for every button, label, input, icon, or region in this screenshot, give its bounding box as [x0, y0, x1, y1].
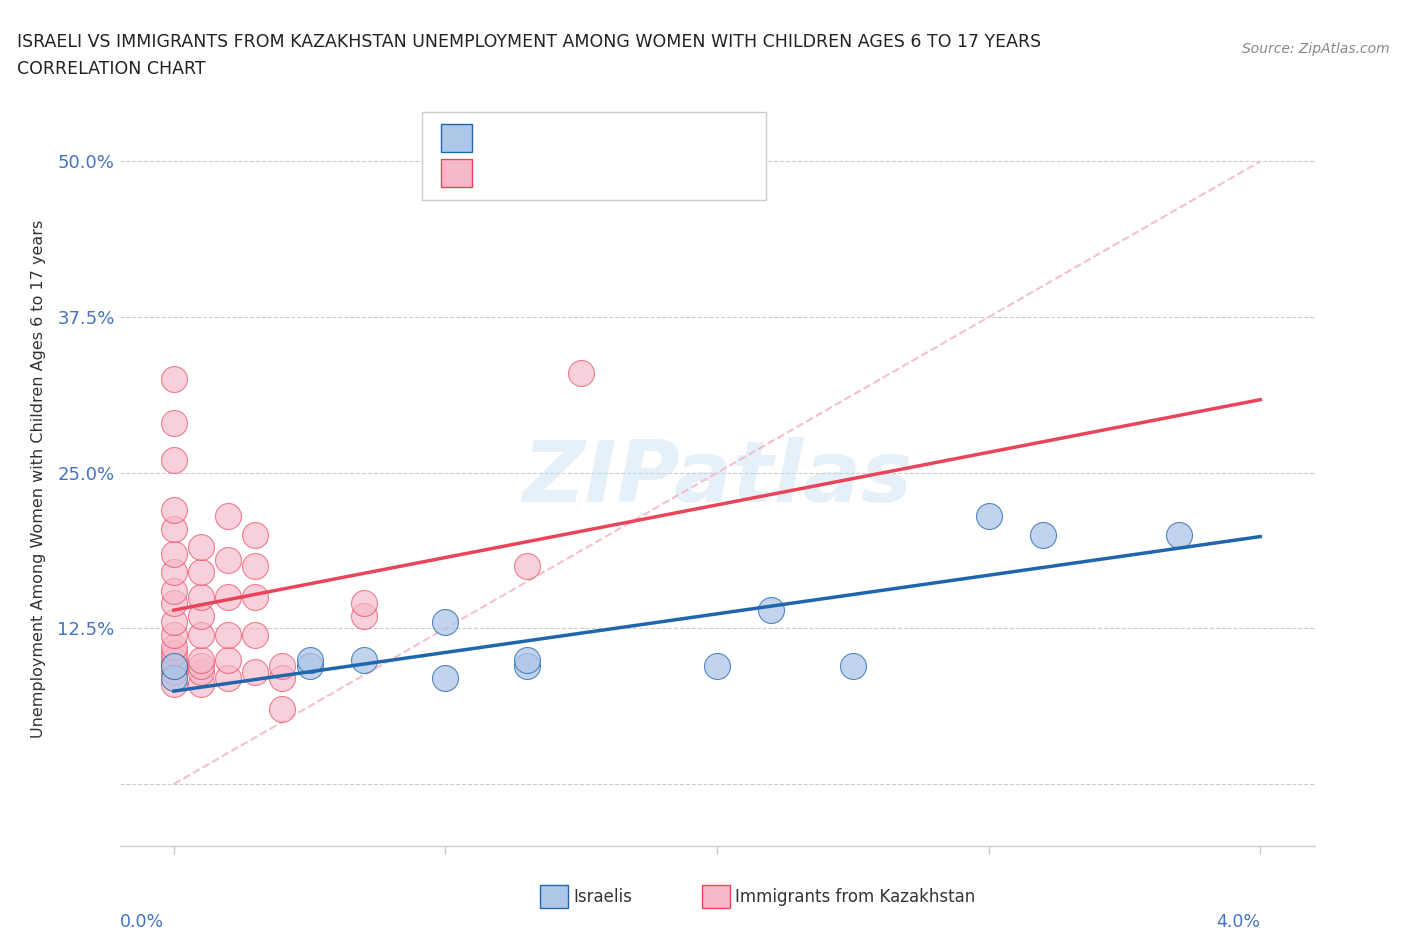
Point — [190, 627, 212, 642]
Point — [761, 603, 783, 618]
Text: ISRAELI VS IMMIGRANTS FROM KAZAKHSTAN UNEMPLOYMENT AMONG WOMEN WITH CHILDREN AGE: ISRAELI VS IMMIGRANTS FROM KAZAKHSTAN UN… — [17, 33, 1040, 50]
Point — [163, 565, 186, 579]
Point — [217, 652, 239, 667]
Point — [842, 658, 865, 673]
Text: CORRELATION CHART: CORRELATION CHART — [17, 60, 205, 78]
Text: 4.0%: 4.0% — [1216, 913, 1260, 930]
Point — [163, 615, 186, 630]
Point — [163, 502, 186, 517]
Text: N = 44: N = 44 — [637, 162, 704, 180]
Point — [353, 608, 375, 623]
Point — [163, 453, 186, 468]
Text: Immigrants from Kazakhstan: Immigrants from Kazakhstan — [735, 887, 976, 906]
Point — [434, 671, 457, 685]
Point — [217, 627, 239, 642]
Point — [190, 590, 212, 604]
Point — [190, 608, 212, 623]
Point — [163, 372, 186, 387]
Point — [163, 584, 186, 599]
Text: ZIPatlas: ZIPatlas — [522, 437, 912, 521]
Point — [271, 702, 294, 717]
Point — [245, 590, 267, 604]
Point — [163, 640, 186, 655]
Point — [217, 552, 239, 567]
Point — [245, 559, 267, 574]
Point — [569, 365, 592, 380]
Text: Source: ZipAtlas.com: Source: ZipAtlas.com — [1241, 42, 1389, 56]
Point — [190, 658, 212, 673]
Text: 0.0%: 0.0% — [120, 913, 163, 930]
Point — [353, 652, 375, 667]
Point — [190, 677, 212, 692]
Point — [1167, 527, 1189, 542]
Point — [516, 652, 538, 667]
Point — [163, 671, 186, 685]
Point — [217, 671, 239, 685]
Point — [163, 665, 186, 680]
Point — [245, 665, 267, 680]
Point — [163, 522, 186, 537]
Point — [434, 615, 457, 630]
Point — [163, 627, 186, 642]
Point — [163, 658, 186, 673]
Text: R = 0.302: R = 0.302 — [482, 126, 581, 145]
Point — [163, 658, 186, 673]
Point — [163, 645, 186, 660]
Point — [217, 590, 239, 604]
Point — [245, 627, 267, 642]
Text: N = 15: N = 15 — [637, 126, 704, 145]
Y-axis label: Unemployment Among Women with Children Ages 6 to 17 years: Unemployment Among Women with Children A… — [31, 219, 46, 738]
Point — [706, 658, 728, 673]
Point — [163, 416, 186, 431]
Point — [298, 658, 321, 673]
Point — [1032, 527, 1054, 542]
Text: R = 0.498: R = 0.498 — [482, 162, 581, 180]
Text: Israelis: Israelis — [574, 887, 633, 906]
Point — [163, 596, 186, 611]
Point — [516, 658, 538, 673]
Point — [516, 559, 538, 574]
Point — [271, 671, 294, 685]
Point — [190, 565, 212, 579]
Point — [245, 527, 267, 542]
Point — [298, 652, 321, 667]
Point — [977, 509, 1000, 524]
Point — [163, 546, 186, 561]
Point — [190, 665, 212, 680]
Point — [163, 652, 186, 667]
Point — [190, 540, 212, 555]
Point — [353, 596, 375, 611]
Point — [217, 509, 239, 524]
Point — [163, 677, 186, 692]
Point — [190, 652, 212, 667]
Point — [271, 658, 294, 673]
